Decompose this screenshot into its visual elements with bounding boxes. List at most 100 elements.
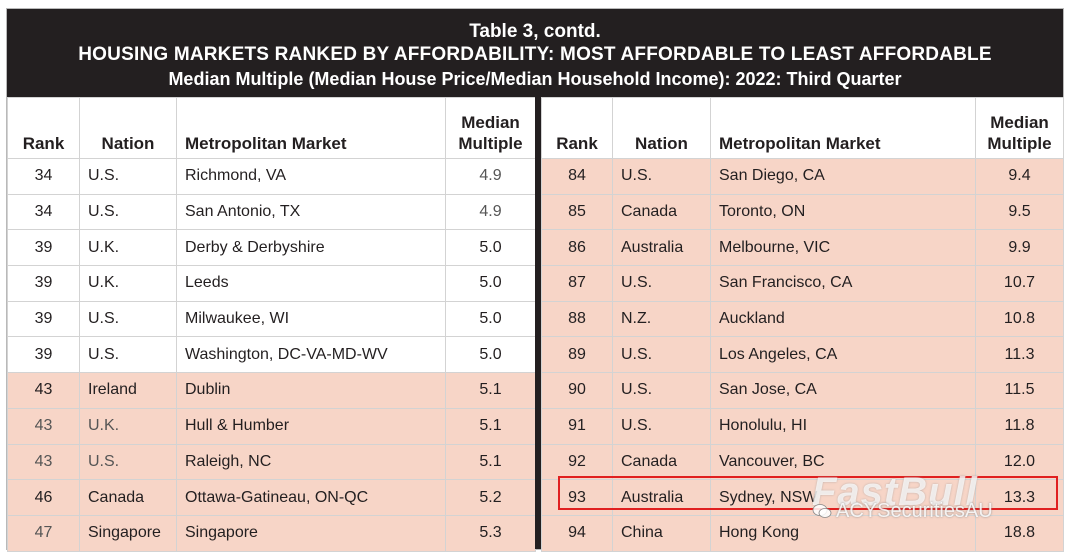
table-row: 39 U.S. Washington, DC-VA-MD-WV 5.0 bbox=[7, 336, 536, 374]
header-row: Rank Nation Metropolitan Market Median M… bbox=[7, 97, 536, 159]
rank-cell: 85 bbox=[541, 193, 613, 231]
table-number: Table 3, contd. bbox=[469, 21, 601, 42]
table-row: 90 U.S. San Jose, CA 11.5 bbox=[541, 372, 1064, 409]
table-row: 43 Ireland Dublin 5.1 bbox=[7, 372, 536, 409]
market-cell: Melbourne, VIC bbox=[710, 229, 976, 267]
nation-cell: U.S. bbox=[79, 443, 177, 481]
rank-cell: 89 bbox=[541, 336, 613, 374]
multiple-cell: 5.0 bbox=[445, 300, 536, 338]
nation-cell: Australia bbox=[612, 479, 711, 516]
nation-cell: U.S. bbox=[79, 193, 177, 231]
multiple-cell: 4.9 bbox=[445, 193, 536, 231]
market-cell: San Antonio, TX bbox=[176, 193, 446, 231]
market-cell: Hull & Humber bbox=[176, 407, 446, 445]
market-cell: Milwaukee, WI bbox=[176, 300, 446, 338]
market-cell: Ottawa-Gatineau, ON-QC bbox=[176, 479, 446, 516]
rank-cell: 88 bbox=[541, 300, 613, 338]
rank-cell: 34 bbox=[7, 158, 80, 195]
table-row: 34 U.S. Richmond, VA 4.9 bbox=[7, 158, 536, 195]
nation-cell: China bbox=[612, 514, 711, 552]
right-table: Rank Nation Metropolitan Market Median M… bbox=[541, 97, 1064, 552]
market-cell: Dublin bbox=[176, 372, 446, 409]
multiple-cell: 9.5 bbox=[975, 193, 1064, 231]
multiple-cell: 5.3 bbox=[445, 514, 536, 552]
multiple-cell: 10.7 bbox=[975, 265, 1064, 302]
table-row: 34 U.S. San Antonio, TX 4.9 bbox=[7, 193, 536, 231]
rank-cell: 86 bbox=[541, 229, 613, 267]
rank-cell: 93 bbox=[541, 479, 613, 516]
header-row: Rank Nation Metropolitan Market Median M… bbox=[541, 97, 1064, 159]
table-row: 39 U.S. Milwaukee, WI 5.0 bbox=[7, 300, 536, 338]
multiple-cell: 11.8 bbox=[975, 407, 1064, 445]
affordability-table: Table 3, contd. HOUSING MARKETS RANKED B… bbox=[6, 8, 1064, 552]
rank-cell: 92 bbox=[541, 443, 613, 481]
table-row: 86 Australia Melbourne, VIC 9.9 bbox=[541, 229, 1064, 267]
rank-cell: 34 bbox=[7, 193, 80, 231]
rank-cell: 39 bbox=[7, 300, 80, 338]
median-header-line1: Median bbox=[990, 113, 1049, 132]
table-row: 91 U.S. Honolulu, HI 11.8 bbox=[541, 407, 1064, 445]
nation-cell: U.S. bbox=[79, 300, 177, 338]
watermark-account-text: ACYSecuritiesAU bbox=[836, 500, 993, 522]
rank-cell: 39 bbox=[7, 229, 80, 267]
table-row: 94 China Hong Kong 18.8 bbox=[541, 514, 1064, 552]
multiple-cell: 5.1 bbox=[445, 407, 536, 445]
nation-cell: Canada bbox=[612, 193, 711, 231]
table-row: 92 Canada Vancouver, BC 12.0 bbox=[541, 443, 1064, 481]
market-cell: Leeds bbox=[176, 265, 446, 302]
nation-cell: U.K. bbox=[79, 265, 177, 302]
nation-cell: U.S. bbox=[79, 336, 177, 374]
rank-header: Rank bbox=[7, 97, 80, 159]
rank-cell: 39 bbox=[7, 336, 80, 374]
multiple-cell: 5.1 bbox=[445, 372, 536, 409]
multiple-cell: 5.2 bbox=[445, 479, 536, 516]
market-cell: Singapore bbox=[176, 514, 446, 552]
market-cell: Hong Kong bbox=[710, 514, 976, 552]
nation-header: Nation bbox=[79, 97, 177, 159]
rank-cell: 47 bbox=[7, 514, 80, 552]
rank-cell: 90 bbox=[541, 372, 613, 409]
table-row: 43 U.K. Hull & Humber 5.1 bbox=[7, 407, 536, 445]
table-row: 39 U.K. Derby & Derbyshire 5.0 bbox=[7, 229, 536, 267]
multiple-cell: 4.9 bbox=[445, 158, 536, 195]
market-cell: Richmond, VA bbox=[176, 158, 446, 195]
multiple-cell: 11.5 bbox=[975, 372, 1064, 409]
multiple-cell: 12.0 bbox=[975, 443, 1064, 481]
table-row: 43 U.S. Raleigh, NC 5.1 bbox=[7, 443, 536, 481]
rank-cell: 43 bbox=[7, 443, 80, 481]
nation-cell: Canada bbox=[612, 443, 711, 481]
watermark-brand: FastBull bbox=[812, 470, 978, 514]
market-cell: Los Angeles, CA bbox=[710, 336, 976, 374]
market-cell: Auckland bbox=[710, 300, 976, 338]
median-header-line2: Multiple bbox=[987, 134, 1052, 153]
table-row: 88 N.Z. Auckland 10.8 bbox=[541, 300, 1064, 338]
multiple-cell: 11.3 bbox=[975, 336, 1064, 374]
nation-cell: N.Z. bbox=[612, 300, 711, 338]
nation-cell: U.S. bbox=[612, 158, 711, 195]
rank-cell: 43 bbox=[7, 407, 80, 445]
nation-cell: U.S. bbox=[612, 265, 711, 302]
table-subtitle: Median Multiple (Median House Price/Medi… bbox=[168, 69, 902, 89]
multiple-cell: 5.0 bbox=[445, 336, 536, 374]
market-cell: Derby & Derbyshire bbox=[176, 229, 446, 267]
column-divider bbox=[535, 97, 541, 549]
watermark-account: ACYSecuritiesAU bbox=[812, 500, 993, 523]
multiple-cell: 5.0 bbox=[445, 229, 536, 267]
table-row: 85 Canada Toronto, ON 9.5 bbox=[541, 193, 1064, 231]
nation-cell: Singapore bbox=[79, 514, 177, 552]
rank-cell: 39 bbox=[7, 265, 80, 302]
rank-cell: 94 bbox=[541, 514, 613, 552]
multiple-cell: 10.8 bbox=[975, 300, 1064, 338]
table-title: HOUSING MARKETS RANKED BY AFFORDABILITY:… bbox=[78, 44, 992, 65]
market-cell: Honolulu, HI bbox=[710, 407, 976, 445]
nation-cell: Canada bbox=[79, 479, 177, 516]
nation-cell: U.S. bbox=[612, 336, 711, 374]
market-cell: Toronto, ON bbox=[710, 193, 976, 231]
median-header-line1: Median bbox=[461, 113, 520, 132]
market-cell: Washington, DC-VA-MD-WV bbox=[176, 336, 446, 374]
table-row: 89 U.S. Los Angeles, CA 11.3 bbox=[541, 336, 1064, 374]
market-header: Metropolitan Market bbox=[176, 97, 446, 159]
market-cell: Vancouver, BC bbox=[710, 443, 976, 481]
wechat-icon bbox=[812, 504, 832, 518]
table-row: 46 Canada Ottawa-Gatineau, ON-QC 5.2 bbox=[7, 479, 536, 516]
